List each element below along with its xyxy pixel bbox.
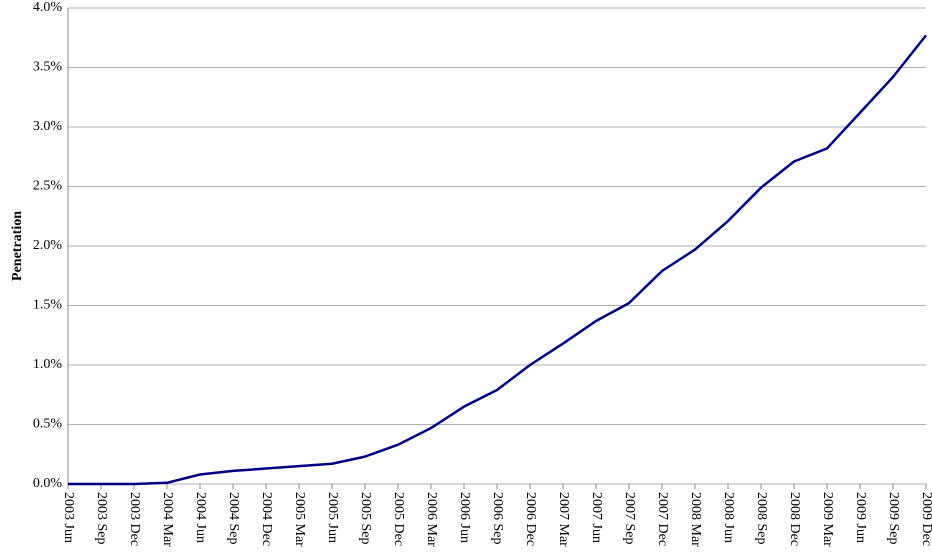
x-tick-label: 2004 Mar <box>160 492 175 547</box>
x-tick-label: 2007 Jun <box>589 492 604 543</box>
x-tick-label: 2005 Jun <box>325 492 340 543</box>
x-tick-label: 2009 Dec <box>919 492 932 546</box>
x-tick-label: 2008 Mar <box>688 492 703 547</box>
x-tick-label: 2006 Sep <box>490 492 505 545</box>
y-tick-label: 2.5% <box>33 179 63 194</box>
x-tick-label: 2004 Dec <box>259 492 274 546</box>
x-tick-label: 2003 Sep <box>94 492 109 545</box>
y-tick-label: 0.5% <box>33 417 63 432</box>
x-tick-label: 2008 Dec <box>787 492 802 546</box>
x-tick-label: 2006 Jun <box>457 492 472 543</box>
x-tick-label: 2006 Dec <box>523 492 538 546</box>
x-tick-label: 2009 Sep <box>886 492 901 545</box>
x-tick-label: 2007 Dec <box>655 492 670 546</box>
x-tick-label: 2005 Dec <box>391 492 406 546</box>
y-tick-label: 1.5% <box>33 298 63 313</box>
x-tick-label: 2007 Mar <box>556 492 571 547</box>
x-tick-label: 2004 Jun <box>193 492 208 543</box>
x-tick-label: 2007 Sep <box>622 492 637 545</box>
x-tick-label: 2008 Sep <box>754 492 769 545</box>
x-tick-label: 2009 Mar <box>820 492 835 547</box>
x-tick-label: 2005 Sep <box>358 492 373 545</box>
data-line <box>68 34 927 486</box>
y-tick-label: 4.0% <box>33 0 63 15</box>
x-tick-label: 2006 Mar <box>424 492 439 547</box>
x-tick-label: 2004 Sep <box>226 492 241 545</box>
y-tick-label: 3.0% <box>33 119 63 134</box>
y-tick-label: 0.0% <box>33 476 63 491</box>
x-tick-label: 2008 Jun <box>721 492 736 543</box>
x-tick-label: 2009 Jun <box>853 492 868 543</box>
y-tick-label: 3.5% <box>33 60 63 75</box>
x-tick-label: 2003 Jun <box>61 492 76 543</box>
x-tick-label: 2005 Mar <box>292 492 307 547</box>
y-tick-label: 1.0% <box>33 357 63 372</box>
y-axis-label: Penetration <box>10 211 25 281</box>
x-tick-label: 2003 Dec <box>127 492 142 546</box>
y-tick-label: 2.0% <box>33 238 63 253</box>
